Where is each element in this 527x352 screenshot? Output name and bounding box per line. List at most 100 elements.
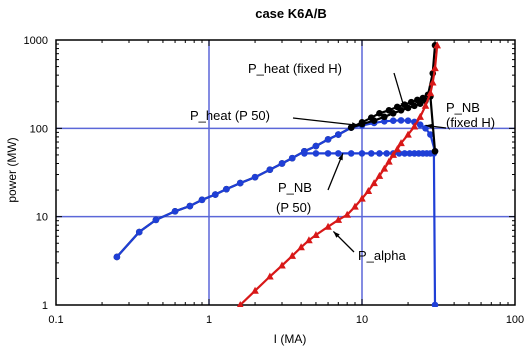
data-point-p-alpha: [324, 222, 332, 230]
data-layer: [113, 41, 441, 307]
annotation-arrowhead: [425, 123, 433, 129]
data-point-p-heat-p-50: [288, 154, 296, 162]
data-point-p-heat-p-50: [266, 166, 274, 174]
x-tick-label: 100: [506, 314, 524, 326]
data-point-p-nb-p-50: [335, 150, 342, 157]
data-point-p-heat-p-50: [251, 173, 259, 181]
data-point-p-nb-p-50: [367, 150, 375, 157]
data-point-p-nb-fixed-h: [358, 120, 366, 128]
data-point-p-alpha: [343, 210, 351, 218]
data-point-p-heat-p-50: [113, 253, 121, 261]
data-point-p-alpha: [297, 243, 305, 251]
data-point-p-heat-p-50: [324, 136, 332, 143]
data-point-p-nb-fixed-h: [389, 109, 397, 117]
annotation-arrowhead: [333, 231, 340, 238]
data-point-p-alpha: [416, 112, 424, 120]
data-point-p-alpha: [421, 101, 430, 109]
data-point-p-nb-fixed-h: [411, 102, 418, 110]
data-point-p-alpha: [334, 215, 343, 223]
data-point-p-nb-p-50: [324, 150, 332, 157]
data-point-p-alpha: [370, 179, 378, 187]
data-point-p-alpha: [251, 286, 259, 294]
data-point-p-alpha: [428, 78, 437, 86]
data-point-p-heat-p-50: [422, 125, 429, 132]
data-point-p-nb-p-50: [358, 150, 366, 157]
data-point-p-heat-p-50: [397, 117, 405, 124]
data-point-p-nb-fixed-h: [416, 100, 424, 108]
data-point-p-heat-p-50: [223, 185, 230, 193]
data-point-p-heat-p-50: [236, 179, 244, 187]
data-point-p-alpha: [358, 194, 366, 202]
data-point-p-alpha: [312, 231, 320, 239]
data-point-p-nb-p-50: [406, 150, 413, 157]
data-point-p-nb-p-50: [376, 150, 383, 157]
data-point-p-nb-p-50: [401, 150, 408, 157]
data-point-p-alpha: [380, 164, 389, 172]
data-point-p-heat-p-50: [312, 142, 320, 150]
chart-title: case K6A/B: [255, 6, 327, 21]
x-axis-label: I (MA): [274, 332, 307, 346]
annotation-leader: [327, 153, 344, 191]
data-point-p-alpha: [433, 41, 441, 49]
annotation-arrowhead: [338, 153, 343, 161]
data-point-p-alpha: [236, 301, 244, 307]
data-point-p-nb-fixed-h: [404, 104, 412, 112]
data-point-p-alpha: [393, 145, 402, 153]
annotation-label: (fixed H): [446, 115, 495, 130]
data-point-p-nb-p-50: [312, 150, 320, 157]
data-point-p-alpha: [288, 251, 297, 259]
data-point-p-heat-p-50: [389, 117, 397, 125]
data-point-p-heat-p-50: [186, 202, 194, 210]
data-point-p-alpha: [266, 272, 274, 280]
data-point-p-heat-p-50: [278, 160, 286, 167]
x-tick-label: 1: [206, 314, 212, 326]
annotation-label: P_NB: [278, 180, 312, 195]
data-point-p-heat-fixed-h: [376, 109, 383, 117]
data-point-p-heat-p-50: [381, 118, 388, 125]
data-point-p-heat-p-50: [135, 228, 143, 236]
y-tick-label: 100: [30, 123, 48, 135]
data-point-p-nb-fixed-h: [381, 113, 388, 121]
annotation-arrowhead: [400, 102, 406, 110]
y-tick-label: 10: [36, 212, 48, 224]
annotation-label: (P 50): [276, 200, 311, 215]
y-tick-label: 1000: [24, 35, 48, 47]
series-line-p-heat-p-50: [116, 119, 437, 258]
data-point-p-nb-fixed-h: [397, 107, 405, 114]
data-point-p-alpha: [426, 89, 435, 97]
data-point-p-heat-p-50: [152, 216, 160, 224]
annotation-label: P_heat (fixed H): [248, 61, 342, 76]
data-point-p-alpha: [397, 139, 405, 147]
y-axis-label: power (MW): [5, 137, 19, 202]
data-point-p-heat-p-50: [335, 131, 342, 138]
data-point-p-alpha: [375, 171, 384, 179]
annotation-label: P_NB: [446, 100, 480, 115]
data-point-p-alpha: [410, 122, 419, 130]
data-point-p-alpha: [389, 150, 398, 158]
data-point-p-heat-p-50: [198, 196, 206, 204]
data-point-p-nb-p-50: [301, 150, 308, 157]
data-point-p-nb-fixed-h: [370, 117, 378, 125]
data-point-p-heat-p-50: [171, 208, 179, 215]
data-point-p-nb-p-50: [431, 301, 439, 307]
data-point-p-alpha: [404, 130, 412, 138]
data-point-p-heat-p-50: [427, 131, 434, 138]
data-point-p-alpha: [364, 187, 373, 195]
annotation-leader: [292, 117, 359, 127]
data-point-p-alpha: [385, 157, 393, 165]
plot-frame: [55, 39, 516, 306]
data-point-p-alpha: [351, 202, 359, 210]
data-point-p-heat-p-50: [404, 117, 412, 125]
x-tick-label: 0.1: [48, 314, 63, 326]
series-line-p-alpha: [239, 45, 439, 306]
data-point-p-nb-fixed-h: [431, 147, 439, 155]
data-point-p-heat-p-50: [212, 191, 219, 198]
annotation-label: P_heat (P 50): [190, 108, 270, 123]
data-point-p-alpha: [305, 236, 313, 244]
data-point-p-nb-p-50: [383, 150, 390, 157]
annotation-arrowhead: [351, 122, 359, 128]
y-tick-label: 1: [42, 300, 48, 312]
data-point-p-alpha: [431, 64, 439, 72]
